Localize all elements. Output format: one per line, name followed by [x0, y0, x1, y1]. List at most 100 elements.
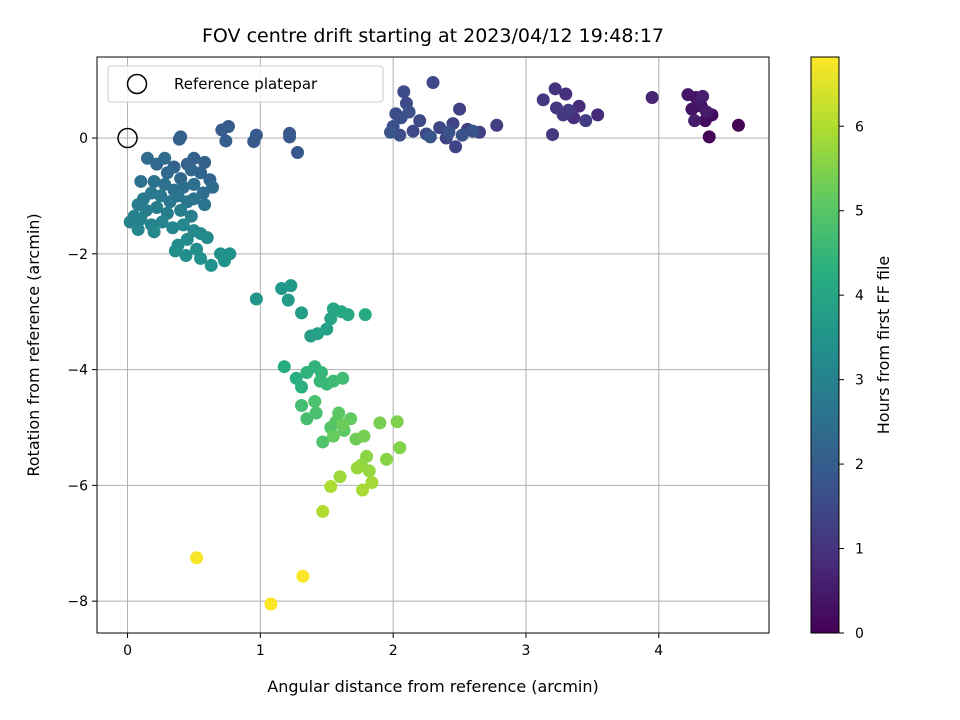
data-point — [147, 225, 161, 239]
data-point — [546, 128, 560, 142]
x-tick-label: 0 — [123, 643, 132, 659]
legend-marker — [126, 73, 148, 95]
data-point — [194, 251, 208, 265]
data-point — [223, 247, 237, 261]
data-point — [332, 406, 346, 420]
data-point — [350, 461, 364, 475]
plot-frame — [96, 56, 770, 634]
y-axis-label: Rotation from reference (arcmin) — [24, 213, 43, 476]
data-point — [559, 87, 573, 101]
data-point — [324, 312, 338, 326]
data-point — [198, 198, 212, 212]
data-point — [309, 406, 323, 420]
data-point — [163, 195, 177, 209]
data-point — [356, 483, 370, 497]
colorbar-tick-label: 6 — [855, 119, 864, 135]
data-point — [160, 166, 174, 180]
data-point — [206, 180, 220, 194]
data-point — [168, 244, 182, 258]
data-point — [449, 140, 463, 154]
data-point — [324, 480, 338, 494]
data-point — [155, 215, 169, 229]
data-point — [380, 452, 394, 466]
data-point — [300, 412, 314, 426]
data-point — [341, 308, 355, 322]
data-point — [688, 114, 702, 128]
x-axis-ticks: 0 1 2 3 4 — [123, 633, 663, 659]
data-point — [548, 82, 562, 96]
data-point — [426, 75, 440, 89]
data-point — [393, 441, 407, 455]
colorbar-ticks: 0 1 2 3 4 5 6 — [839, 119, 864, 642]
data-point — [249, 292, 263, 306]
data-point — [442, 125, 456, 139]
data-point — [296, 569, 310, 583]
data-point — [645, 91, 659, 105]
data-point — [731, 118, 745, 132]
y-tick-label: −8 — [67, 594, 88, 610]
data-point — [295, 380, 309, 394]
scatter-points — [123, 75, 745, 611]
colorbar-tick-label: 1 — [855, 542, 864, 558]
data-point — [147, 174, 161, 188]
data-point — [158, 177, 172, 191]
data-point — [284, 279, 298, 293]
data-point — [700, 105, 714, 119]
colorbar: 0 1 2 3 4 5 6 Hours from first FF file — [810, 56, 893, 642]
y-tick-label: −6 — [67, 478, 88, 494]
data-point — [320, 322, 334, 336]
colorbar-tick-label: 2 — [855, 457, 864, 473]
data-point — [291, 146, 305, 160]
data-point — [455, 128, 469, 142]
reference-platepar-marker — [117, 127, 138, 149]
data-point — [166, 221, 180, 235]
data-point — [190, 551, 204, 565]
data-point — [247, 135, 261, 149]
data-point — [362, 464, 376, 478]
data-point — [572, 99, 586, 113]
data-point — [308, 394, 322, 408]
colorbar-tick-label: 0 — [855, 626, 864, 642]
data-point — [187, 177, 201, 191]
data-point — [336, 371, 350, 385]
data-point — [406, 124, 420, 138]
y-axis-ticks: −8 −6 −4 −2 0 — [67, 131, 97, 610]
colorbar-label: Hours from first FF file — [874, 256, 893, 435]
colorbar-tick-label: 3 — [855, 373, 864, 389]
data-point — [696, 89, 710, 103]
data-point — [176, 218, 190, 232]
data-point — [326, 429, 340, 443]
data-point — [550, 101, 564, 115]
data-point — [158, 151, 172, 165]
legend: Reference platepar — [107, 65, 384, 103]
data-point — [402, 105, 416, 119]
data-point — [357, 429, 371, 443]
data-point — [140, 151, 154, 165]
data-point — [172, 132, 186, 146]
data-point — [561, 103, 575, 117]
data-point — [702, 130, 716, 144]
data-point — [295, 398, 309, 412]
data-point — [336, 418, 350, 432]
data-point — [373, 416, 387, 430]
data-point — [358, 308, 372, 322]
data-point — [131, 223, 145, 237]
data-point — [397, 85, 411, 99]
data-point — [196, 186, 210, 200]
data-point — [316, 504, 330, 518]
data-point — [283, 126, 297, 140]
data-point — [579, 114, 593, 128]
data-point — [281, 293, 295, 307]
x-tick-label: 1 — [256, 643, 265, 659]
y-tick-label: 0 — [79, 131, 88, 147]
x-tick-label: 2 — [389, 643, 398, 659]
data-point — [333, 470, 347, 484]
data-point — [264, 597, 278, 611]
data-point — [295, 306, 309, 320]
data-point — [384, 125, 398, 139]
colorbar-tick-label: 5 — [855, 204, 864, 220]
chart-title: FOV centre drift starting at 2023/04/12 … — [202, 25, 664, 47]
data-point — [466, 124, 480, 138]
data-point — [681, 88, 695, 102]
